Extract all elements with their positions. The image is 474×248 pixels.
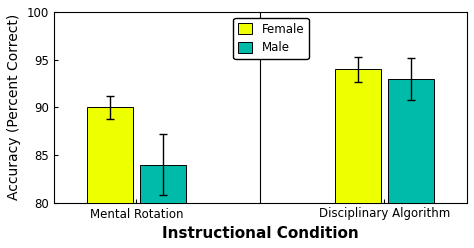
Y-axis label: Accuracy (Percent Correct): Accuracy (Percent Correct): [7, 14, 21, 200]
Legend: Female, Male: Female, Male: [233, 18, 309, 59]
X-axis label: Instructional Condition: Instructional Condition: [162, 226, 359, 241]
Bar: [335, 69, 381, 248]
Bar: [140, 164, 186, 248]
Bar: [87, 107, 133, 248]
Bar: [388, 79, 434, 248]
